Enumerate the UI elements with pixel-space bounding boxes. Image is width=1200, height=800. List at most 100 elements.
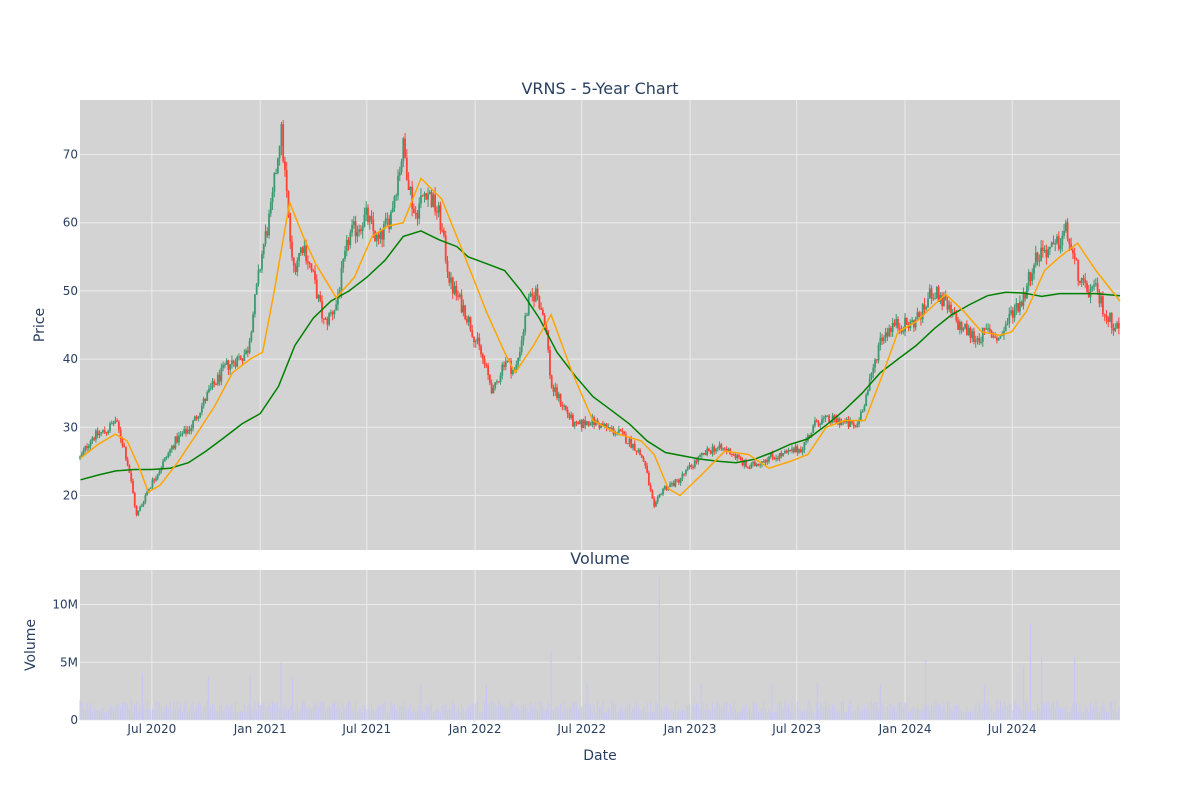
volume-bar bbox=[305, 707, 307, 720]
candle-body bbox=[980, 341, 982, 343]
candle-body bbox=[992, 336, 995, 338]
candle-body bbox=[943, 296, 945, 306]
volume-bar bbox=[137, 710, 139, 720]
price-plot-area bbox=[80, 100, 1120, 550]
volume-bar bbox=[503, 707, 505, 720]
volume-bar bbox=[964, 711, 966, 720]
candle-body bbox=[89, 440, 92, 446]
volume-bar bbox=[669, 711, 671, 720]
volume-bar bbox=[132, 713, 134, 720]
volume-spike-bar bbox=[879, 685, 881, 720]
candle-body bbox=[709, 451, 712, 454]
volume-bar bbox=[821, 704, 823, 720]
candle-body bbox=[282, 124, 285, 162]
candle-body bbox=[1064, 222, 1067, 231]
candle-body bbox=[148, 488, 150, 492]
candle-body bbox=[435, 211, 438, 213]
candle-body bbox=[1084, 279, 1087, 284]
volume-bar bbox=[422, 711, 424, 720]
price-tick-label: 60 bbox=[63, 216, 78, 230]
volume-bar bbox=[547, 702, 549, 720]
volume-bar bbox=[358, 707, 360, 720]
candle-body bbox=[163, 457, 166, 462]
candle-body bbox=[547, 330, 550, 350]
volume-bar bbox=[636, 702, 638, 720]
candle-body bbox=[541, 309, 544, 316]
candle-body bbox=[755, 463, 758, 466]
candle-body bbox=[840, 422, 843, 425]
volume-bar bbox=[1098, 712, 1100, 720]
candle-body bbox=[464, 305, 467, 320]
volume-bar bbox=[1049, 708, 1051, 720]
candle-body bbox=[662, 488, 664, 495]
volume-bar bbox=[348, 700, 350, 720]
candle-body bbox=[257, 270, 260, 285]
volume-bar bbox=[844, 712, 846, 720]
volume-bar bbox=[505, 707, 507, 720]
volume-spike-bar bbox=[586, 683, 588, 720]
volume-bar bbox=[627, 703, 629, 720]
volume-bar bbox=[595, 712, 597, 720]
volume-bar bbox=[356, 712, 358, 720]
candle-body bbox=[326, 318, 329, 325]
candle-body bbox=[213, 381, 216, 385]
volume-bar bbox=[1077, 711, 1079, 720]
volume-bar bbox=[916, 704, 918, 720]
candle-body bbox=[324, 318, 327, 320]
volume-bar bbox=[932, 706, 934, 720]
candle-body bbox=[1054, 243, 1057, 245]
volume-bar bbox=[256, 710, 258, 720]
candle-body bbox=[1024, 293, 1027, 299]
candle-body bbox=[660, 494, 663, 496]
volume-bar bbox=[750, 713, 752, 720]
volume-bar bbox=[853, 710, 855, 720]
volume-spike-bar bbox=[291, 677, 294, 720]
candle-body bbox=[301, 247, 304, 254]
candle-body bbox=[158, 471, 161, 475]
candle-body bbox=[969, 327, 972, 338]
volume-bar bbox=[1095, 700, 1097, 720]
moving-averages bbox=[80, 177, 1121, 497]
volume-bar bbox=[501, 704, 503, 720]
volume-bar bbox=[851, 712, 853, 720]
volume-bar bbox=[462, 708, 464, 720]
candle-body bbox=[183, 428, 186, 434]
candle-body bbox=[289, 212, 292, 242]
candle-body bbox=[1001, 335, 1004, 337]
volume-bar bbox=[157, 700, 159, 720]
volume-bar bbox=[114, 706, 116, 720]
candle-body bbox=[764, 459, 767, 463]
volume-bar bbox=[231, 703, 233, 720]
volume-bar bbox=[567, 705, 569, 720]
volume-bar bbox=[178, 707, 180, 720]
volume-bar bbox=[708, 709, 710, 720]
volume-bar bbox=[109, 702, 111, 720]
volume-bar bbox=[878, 709, 880, 720]
candle-body bbox=[739, 457, 742, 460]
volume-bar bbox=[459, 710, 461, 720]
volume-bar bbox=[388, 712, 390, 720]
candle-body bbox=[425, 193, 428, 200]
volume-bar bbox=[355, 701, 357, 720]
volume-bar bbox=[621, 708, 623, 720]
candle-body bbox=[86, 446, 88, 449]
ma200-line bbox=[80, 230, 1121, 481]
candle-body bbox=[1093, 284, 1095, 287]
candle-body bbox=[427, 193, 429, 200]
candle-body bbox=[299, 247, 302, 254]
volume-bar bbox=[120, 706, 122, 720]
volume-bar bbox=[173, 701, 175, 720]
candle-body bbox=[743, 460, 746, 466]
volume-bar bbox=[1068, 711, 1070, 720]
volume-spike-bar bbox=[1029, 623, 1032, 720]
volume-bar bbox=[696, 703, 698, 720]
candle-body bbox=[725, 449, 728, 452]
candle-body bbox=[1100, 296, 1103, 304]
volume-bar bbox=[257, 700, 259, 720]
candle-body bbox=[918, 312, 921, 317]
candle-body bbox=[252, 314, 255, 333]
candle-body bbox=[363, 214, 366, 227]
volume-bar bbox=[719, 704, 721, 720]
candle-body bbox=[137, 510, 140, 515]
volume-bar bbox=[192, 702, 194, 720]
